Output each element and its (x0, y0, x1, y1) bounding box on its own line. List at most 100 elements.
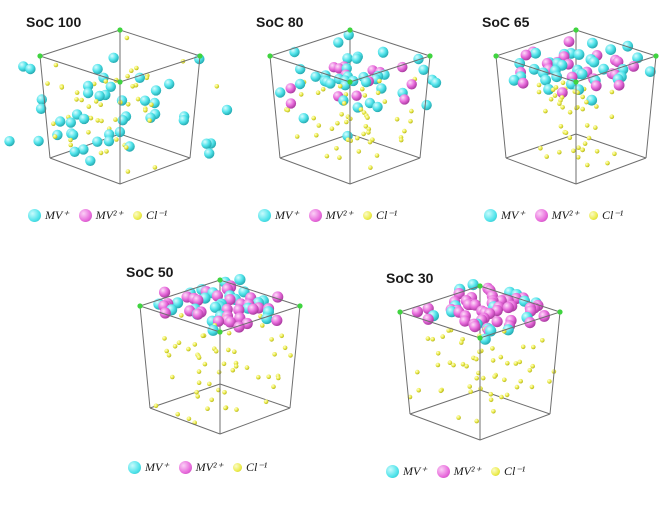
cl-ion (408, 118, 413, 124)
cl-ion (356, 149, 362, 154)
cl-ion (276, 375, 281, 381)
legend-label-cl-minus: Cl⁻¹ (503, 464, 526, 478)
mv-plus-ion (204, 148, 215, 159)
box-edge (39, 55, 121, 83)
box-corner-marker (427, 53, 433, 59)
cl-ion (103, 79, 108, 84)
cl-ion (74, 90, 80, 95)
box-edge (349, 157, 421, 185)
cl-ion (560, 80, 566, 86)
legend-item-mv-plus: MV⁺ (28, 208, 69, 223)
cl-ion (560, 105, 565, 110)
box-edge (49, 157, 121, 185)
legend-label-mv-plus: MV⁺ (501, 208, 525, 222)
box-edge (149, 383, 221, 409)
cl-ion (529, 384, 535, 390)
cl-ion (214, 84, 220, 89)
cl-ion (135, 96, 141, 102)
cl-ion (513, 361, 519, 366)
mv-plus-ion (430, 77, 442, 89)
box-edge (409, 413, 481, 441)
legend-label-cl-minus: Cl⁻¹ (375, 208, 398, 222)
cl-ion (172, 344, 178, 349)
cl-ion (192, 342, 198, 347)
legend: MV⁺ MV²⁺ Cl⁻¹ (28, 208, 167, 223)
particles (508, 36, 656, 168)
box-edge (349, 133, 421, 159)
cl-ion (147, 118, 152, 123)
mv-plus-ion (35, 103, 47, 115)
box-edge (575, 29, 657, 57)
box-edge (219, 279, 301, 307)
cl-ion (271, 384, 276, 389)
cl-ion (567, 135, 573, 140)
box-edge (409, 389, 481, 415)
cl-ion (550, 87, 556, 92)
box-edge (279, 157, 351, 185)
cl-ion (124, 145, 129, 150)
cl-ion (594, 149, 600, 154)
cl-ion (144, 75, 150, 81)
box-front-edges (397, 283, 563, 441)
cl-ion (491, 409, 496, 414)
mv-plus-ion (78, 113, 90, 125)
cl-ion (563, 130, 569, 135)
cl-ion (468, 389, 473, 394)
cl-ion (124, 35, 130, 41)
legend-item-mv-2plus: MV²⁺ (178, 460, 223, 475)
cl-ion (320, 86, 326, 92)
cl-ion (45, 81, 50, 86)
mv-plus-ion (342, 53, 353, 64)
cl-ion (430, 336, 435, 342)
cl-minus-swatch-icon (362, 211, 372, 220)
cl-ion (586, 135, 592, 141)
cl-ion (125, 169, 131, 174)
mv-plus-ion (69, 146, 80, 157)
cl-ion (582, 141, 588, 146)
panel-soc-100: SoC 100 MV⁺ MV²⁺ Cl⁻¹ (4, 12, 233, 252)
box-edge (349, 55, 431, 83)
panel-soc-65: SoC 65 MV⁺ MV²⁺ Cl⁻¹ (476, 12, 664, 252)
cl-ion (222, 390, 227, 395)
cl-ion (575, 90, 580, 95)
legend-item-mv-plus: MV⁺ (386, 464, 427, 479)
cl-ion (233, 364, 239, 369)
mv-plus-ion (528, 63, 540, 75)
cl-ion (272, 352, 277, 357)
legend-item-cl-minus: Cl⁻¹ (490, 464, 526, 479)
cl-ion (499, 394, 504, 400)
box-edge (349, 29, 431, 57)
cl-ion (530, 363, 535, 369)
mv-2plus-ion (285, 98, 297, 109)
cl-ion (104, 149, 109, 154)
box-edge (479, 413, 551, 441)
legend-item-mv-2plus: MV²⁺ (534, 208, 579, 223)
cl-ion (113, 117, 118, 122)
box-edge (139, 305, 221, 333)
mv-plus-ion (201, 138, 212, 149)
box-corner-marker (347, 79, 353, 85)
box-corner-marker (197, 53, 203, 59)
box-corner-marker (267, 53, 273, 59)
panel-soc-50: SoC 50 MV⁺ MV²⁺ Cl⁻¹ (120, 262, 320, 502)
cl-ion (527, 368, 533, 373)
panel-title: SoC 50 (126, 264, 174, 280)
mv-plus-ion (67, 129, 79, 140)
cl-ion (200, 333, 206, 339)
legend: MV⁺ MV²⁺ Cl⁻¹ (128, 460, 267, 475)
box-corner-marker (217, 277, 223, 283)
box-edge (189, 55, 201, 159)
cl-ion (609, 89, 615, 95)
mv-plus-ion (343, 29, 354, 41)
cl-ion (134, 65, 139, 71)
box-corner-marker (493, 53, 499, 59)
mv-2plus-ion (469, 321, 481, 333)
mv-plus-ion (310, 71, 321, 82)
legend-item-mv-2plus: MV²⁺ (78, 208, 123, 223)
cl-ion (361, 131, 366, 137)
mv-plus-ion (421, 99, 432, 111)
legend-label-mv-plus: MV⁺ (145, 460, 169, 474)
cl-ion (232, 349, 237, 354)
mv-2plus-swatch-icon (436, 465, 450, 478)
cl-ion (567, 109, 573, 115)
